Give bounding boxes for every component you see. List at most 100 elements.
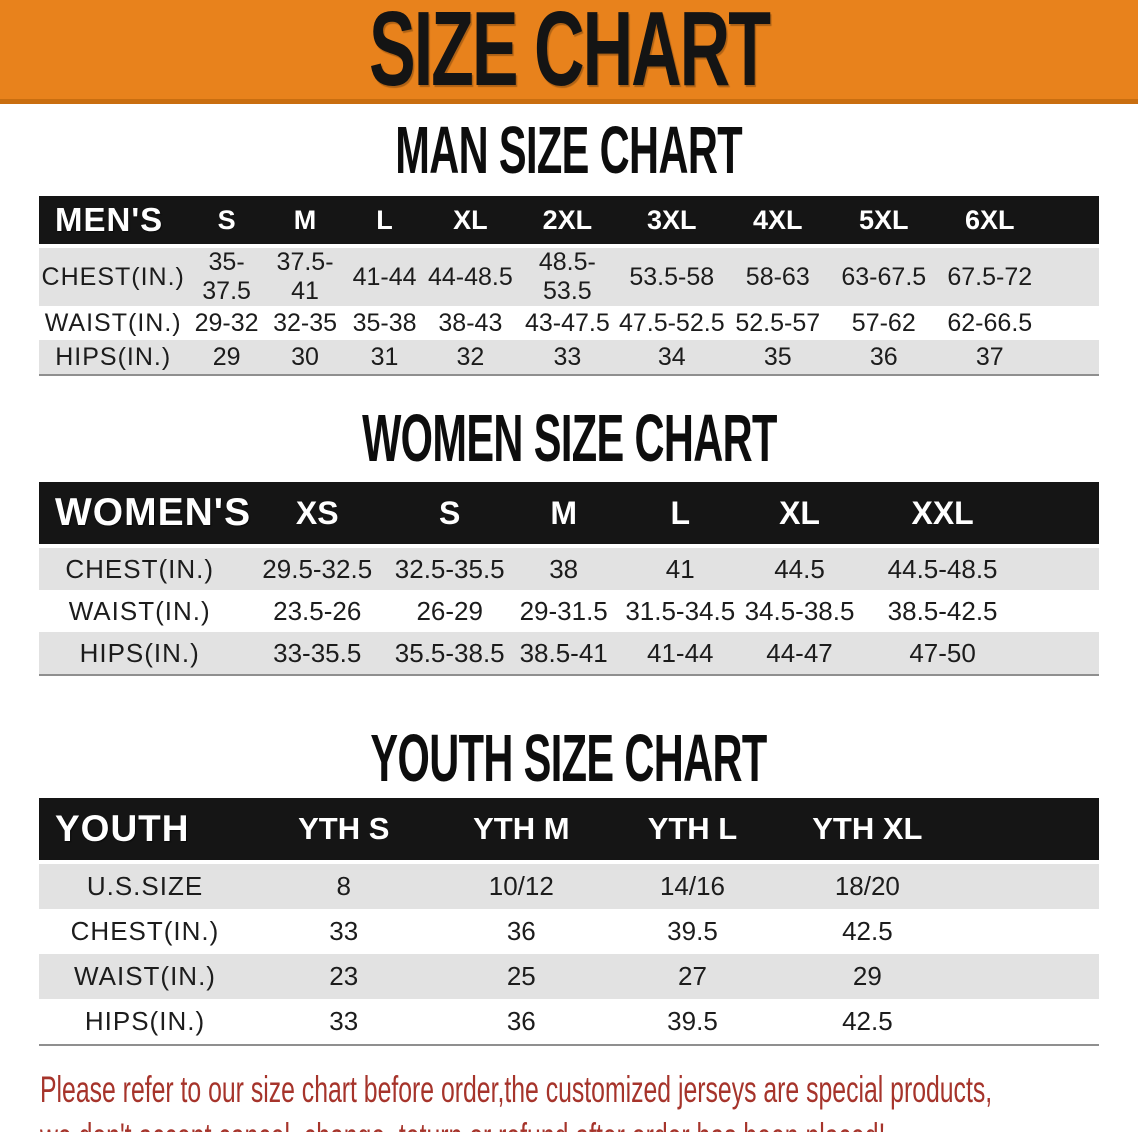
- col-header-cell: 6XL: [936, 196, 1043, 248]
- spacer-cell: [955, 862, 1099, 909]
- col-header-cell: XS: [240, 482, 395, 548]
- col-header-cell: XL: [738, 482, 861, 548]
- table-row: U.S.SIZE 8 10/12 14/16 18/20: [39, 862, 1099, 909]
- size-value-cell: 43-47.5: [515, 306, 619, 340]
- row-label-cell: WAIST(IN.): [39, 954, 251, 999]
- col-header-cell: 3XL: [618, 196, 725, 248]
- size-value-cell: 35.5-38.5: [394, 632, 506, 675]
- spacer-cell: [1042, 196, 1099, 248]
- size-value-cell: 67.5-72: [936, 246, 1043, 306]
- man-section-heading-text: MAN SIZE CHART: [395, 113, 743, 188]
- table-row: HIPS(IN.) 33 36 39.5 42.5: [39, 999, 1099, 1045]
- womens-size-table: WOMEN'S XS S M L XL XXL CHEST(IN.) 29.5-…: [39, 482, 1099, 676]
- size-value-cell: 32: [424, 340, 516, 375]
- size-value-cell: 38-43: [424, 306, 516, 340]
- size-value-cell: 10/12: [436, 862, 607, 909]
- row-label-cell: HIPS(IN.): [39, 999, 251, 1045]
- table-row: CHEST(IN.) 29.5-32.5 32.5-35.5 38 41 44.…: [39, 546, 1099, 590]
- spacer-cell: [1024, 590, 1099, 632]
- spacer-cell: [1042, 306, 1099, 340]
- size-value-cell: 33: [251, 909, 437, 954]
- youth-section-heading-text: YOUTH SIZE CHART: [370, 721, 768, 796]
- size-value-cell: 18/20: [778, 862, 956, 909]
- size-value-cell: 52.5-57: [724, 306, 831, 340]
- col-header-cell: L: [621, 482, 739, 548]
- col-header-cell: 2XL: [515, 196, 619, 248]
- youth-header-row: YOUTH YTH S YTH M YTH L YTH XL: [39, 798, 1099, 864]
- size-value-cell: 36: [436, 909, 607, 954]
- size-value-cell: 35: [724, 340, 831, 375]
- size-value-cell: 8: [251, 862, 437, 909]
- table-row: CHEST(IN.) 35-37.5 37.5-41 41-44 44-48.5…: [39, 246, 1099, 306]
- size-value-cell: 31.5-34.5: [621, 590, 739, 632]
- size-value-cell: 29-32: [187, 306, 266, 340]
- size-value-cell: 39.5: [606, 999, 779, 1045]
- disclaimer-text: Please refer to our size chart before or…: [40, 1066, 1100, 1132]
- spacer-cell: [955, 909, 1099, 954]
- size-value-cell: 37.5-41: [265, 246, 345, 306]
- col-header-cell: YTH S: [251, 798, 437, 864]
- mens-size-table: MEN'S S M L XL 2XL 3XL 4XL 5XL 6XL CHEST…: [39, 196, 1099, 376]
- size-value-cell: 44-47: [738, 632, 861, 675]
- row-label-cell: HIPS(IN.): [39, 340, 188, 375]
- col-header-cell: M: [265, 196, 345, 248]
- size-value-cell: 32.5-35.5: [394, 546, 506, 590]
- table-row: HIPS(IN.) 33-35.5 35.5-38.5 38.5-41 41-4…: [39, 632, 1099, 675]
- size-value-cell: 35-38: [344, 306, 425, 340]
- col-header-cell: S: [187, 196, 266, 248]
- size-value-cell: 23: [251, 954, 437, 999]
- page-title: SIZE CHART: [369, 0, 771, 104]
- youth-section-heading: YOUTH SIZE CHART: [0, 724, 1138, 794]
- size-value-cell: 47-50: [860, 632, 1025, 675]
- size-value-cell: 42.5: [778, 999, 956, 1045]
- size-value-cell: 31: [344, 340, 425, 375]
- size-value-cell: 44.5-48.5: [860, 546, 1025, 590]
- size-value-cell: 33: [515, 340, 619, 375]
- size-value-cell: 26-29: [394, 590, 506, 632]
- spacer-cell: [955, 999, 1099, 1045]
- size-value-cell: 30: [265, 340, 345, 375]
- table-row: CHEST(IN.) 33 36 39.5 42.5: [39, 909, 1099, 954]
- col-header-cell: YTH XL: [778, 798, 956, 864]
- disclaimer-line-2: we don't accept cancel, change, teturn o…: [40, 1113, 1100, 1132]
- size-value-cell: 34: [618, 340, 725, 375]
- youth-size-table: YOUTH YTH S YTH M YTH L YTH XL U.S.SIZE …: [39, 798, 1099, 1046]
- size-value-cell: 25: [436, 954, 607, 999]
- womens-header-row: WOMEN'S XS S M L XL XXL: [39, 482, 1099, 548]
- col-header-cell: YTH M: [436, 798, 607, 864]
- size-value-cell: 41-44: [621, 632, 739, 675]
- size-value-cell: 34.5-38.5: [738, 590, 861, 632]
- man-section-heading: MAN SIZE CHART: [0, 116, 1138, 186]
- col-header-cell: XL: [424, 196, 516, 248]
- size-value-cell: 41-44: [344, 246, 425, 306]
- size-value-cell: 41: [621, 546, 739, 590]
- size-value-cell: 48.5-53.5: [515, 246, 619, 306]
- size-value-cell: 14/16: [606, 862, 779, 909]
- row-label-cell: CHEST(IN.): [39, 246, 188, 306]
- size-value-cell: 39.5: [606, 909, 779, 954]
- size-value-cell: 29.5-32.5: [240, 546, 395, 590]
- mens-header-row: MEN'S S M L XL 2XL 3XL 4XL 5XL 6XL: [39, 196, 1099, 248]
- col-header-cell: YTH L: [606, 798, 779, 864]
- row-label-cell: CHEST(IN.): [39, 546, 241, 590]
- table-row: HIPS(IN.) 29 30 31 32 33 34 35 36 37: [39, 340, 1099, 375]
- size-value-cell: 57-62: [830, 306, 937, 340]
- col-header-cell: 4XL: [724, 196, 831, 248]
- row-label-cell: CHEST(IN.): [39, 909, 251, 954]
- size-value-cell: 63-67.5: [830, 246, 937, 306]
- spacer-cell: [1042, 340, 1099, 375]
- row-label-cell: WAIST(IN.): [39, 590, 241, 632]
- women-section-heading: WOMEN SIZE CHART: [0, 404, 1138, 474]
- size-value-cell: 33: [251, 999, 437, 1045]
- size-value-cell: 29: [187, 340, 266, 375]
- spacer-cell: [955, 954, 1099, 999]
- size-value-cell: 33-35.5: [240, 632, 395, 675]
- col-header-cell: M: [505, 482, 622, 548]
- col-header-cell: 5XL: [830, 196, 937, 248]
- table-row: WAIST(IN.) 29-32 32-35 35-38 38-43 43-47…: [39, 306, 1099, 340]
- size-value-cell: 27: [606, 954, 779, 999]
- size-value-cell: 32-35: [265, 306, 345, 340]
- mens-table-label: MEN'S: [39, 196, 188, 248]
- spacer-cell: [1024, 632, 1099, 675]
- size-value-cell: 42.5: [778, 909, 956, 954]
